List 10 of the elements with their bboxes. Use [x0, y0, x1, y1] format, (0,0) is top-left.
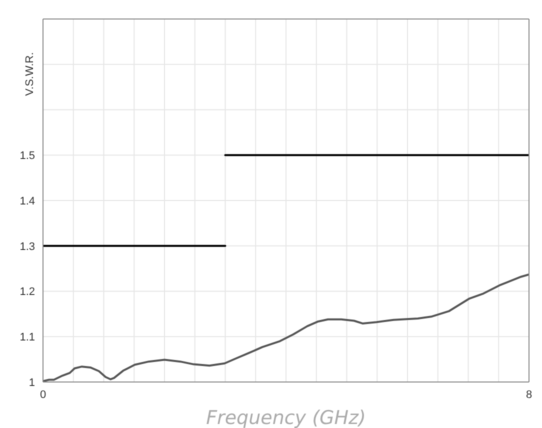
- y-axis-title: V.S.W.R.: [24, 52, 36, 96]
- x-tick-label: 0: [40, 388, 46, 401]
- y-tick-label: 1.5: [20, 150, 35, 162]
- y-tick-label: 1.3: [20, 240, 35, 253]
- y-tick-label: 1: [28, 376, 35, 389]
- x-tick-label: 8: [526, 388, 532, 401]
- y-tick-label: 1.4: [20, 195, 35, 208]
- x-axis-title: Frequency (GHz): [206, 407, 366, 428]
- y-tick-label: 1.2: [20, 286, 35, 298]
- y-tick-label: 1.1: [20, 332, 35, 344]
